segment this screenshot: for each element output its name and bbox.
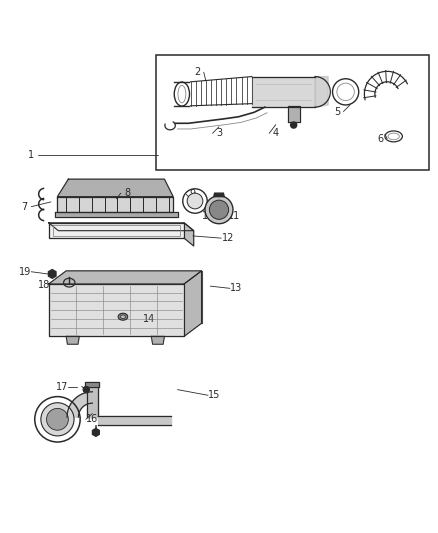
Polygon shape xyxy=(85,382,99,386)
Text: 3: 3 xyxy=(216,128,222,139)
Text: 4: 4 xyxy=(273,128,279,139)
Text: 6: 6 xyxy=(378,134,384,143)
Circle shape xyxy=(209,200,229,220)
Ellipse shape xyxy=(120,315,126,318)
Polygon shape xyxy=(98,416,171,425)
Polygon shape xyxy=(214,193,224,197)
Polygon shape xyxy=(151,336,164,344)
Text: 5: 5 xyxy=(334,107,340,117)
Circle shape xyxy=(41,403,74,436)
Polygon shape xyxy=(57,179,173,197)
Text: 17: 17 xyxy=(56,382,68,392)
Text: 19: 19 xyxy=(18,266,31,277)
Text: 7: 7 xyxy=(21,201,28,212)
Polygon shape xyxy=(49,223,184,238)
Text: 16: 16 xyxy=(86,414,99,424)
Text: 18: 18 xyxy=(38,280,50,290)
Text: 10: 10 xyxy=(202,211,214,221)
Text: 14: 14 xyxy=(143,314,155,324)
Polygon shape xyxy=(184,271,201,336)
Polygon shape xyxy=(315,77,328,107)
Polygon shape xyxy=(66,271,201,323)
Polygon shape xyxy=(49,284,184,336)
Circle shape xyxy=(83,386,89,393)
Polygon shape xyxy=(55,212,177,217)
Text: 13: 13 xyxy=(230,284,243,293)
Circle shape xyxy=(205,196,233,224)
Text: 1: 1 xyxy=(28,150,34,160)
Text: 12: 12 xyxy=(222,233,234,243)
Polygon shape xyxy=(49,271,201,284)
Ellipse shape xyxy=(118,313,128,320)
Text: 15: 15 xyxy=(208,390,221,400)
Polygon shape xyxy=(288,106,300,123)
Circle shape xyxy=(46,408,68,430)
Polygon shape xyxy=(57,197,173,212)
Polygon shape xyxy=(67,392,92,417)
Polygon shape xyxy=(49,223,194,231)
Bar xyxy=(155,55,428,171)
Circle shape xyxy=(187,193,203,209)
Polygon shape xyxy=(66,336,79,344)
Polygon shape xyxy=(184,223,194,246)
Text: 2: 2 xyxy=(194,67,200,77)
Text: 11: 11 xyxy=(228,211,240,221)
Polygon shape xyxy=(87,386,98,417)
Text: 9: 9 xyxy=(190,189,196,199)
Circle shape xyxy=(290,122,297,128)
Text: 8: 8 xyxy=(124,188,131,198)
